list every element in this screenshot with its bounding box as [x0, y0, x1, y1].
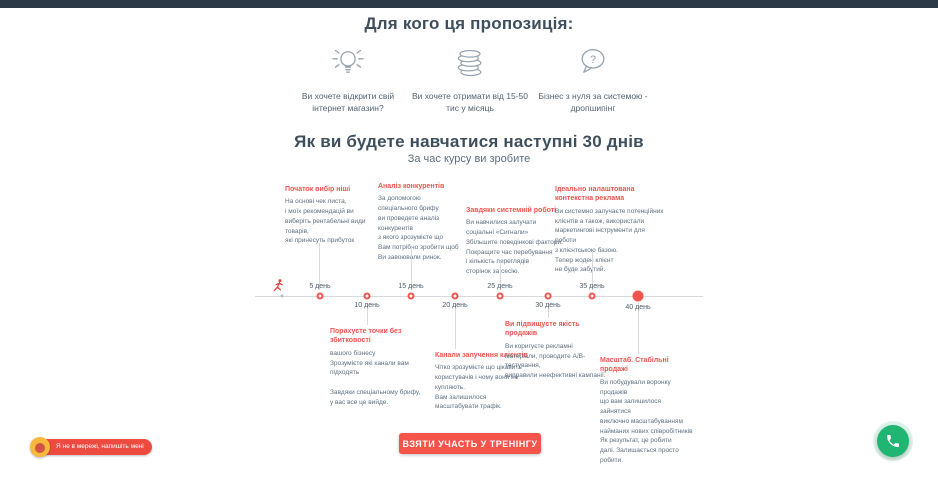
timeline-marker-day40 [632, 290, 644, 302]
timeline-marker-day5 [316, 292, 324, 300]
course-section-title: Як ви будете навчатися наступні 30 днів [294, 132, 644, 151]
timeline-block-title: Аналіз конкурентів [378, 183, 445, 190]
chat-offline-label[interactable]: Я не в мережі, напишіть мені [40, 439, 152, 455]
lightbulb-icon [288, 42, 408, 84]
timeline-marker-day15 [407, 292, 415, 300]
audience-item-label: Бізнес з нуля за системою - дропшипінг [538, 91, 648, 114]
timeline-connector [548, 303, 549, 318]
phone-icon [885, 433, 901, 449]
timeline-block-body: Ви побудували воронку продажів що вам за… [600, 378, 693, 464]
timeline-block-title: Порахуєте точки без збитковості [330, 328, 402, 345]
timeline-block-body: Ви коригуєте рекламні матеріали, проводи… [505, 342, 606, 380]
timeline-block-below-3: Ви підвищуєте якість продажів Ви коригує… [505, 320, 611, 381]
timeline-day-label: 20 день [442, 302, 468, 309]
timeline-block-below-4: Масштаб. Стабільні продажі Ви побудували… [600, 356, 700, 466]
audience-section-title: Для кого ця пропозиція: [364, 14, 574, 33]
audience-item-label: Ви хочете отримати від 15-50 тис у місяц… [412, 91, 528, 114]
audience-item-shop: Ви хочете відкрити свій інтернет магазин… [288, 42, 408, 115]
timeline-day-label: 40 день [625, 304, 651, 311]
avatar-inner [35, 443, 45, 453]
timeline-day-label: 35 день [579, 283, 605, 290]
runner-icon [271, 278, 285, 299]
timeline-day-label: 10 день [354, 302, 380, 309]
audience-item-income: Ви хочете отримати від 15-50 тис у місяц… [406, 42, 534, 115]
timeline-day-label: 15 день [398, 283, 424, 290]
timeline-block-body: За допомогою спеціального брифу ви прове… [378, 195, 459, 261]
timeline-block-above-4: Ідеально налаштована контекстна реклама … [555, 185, 667, 275]
timeline-marker-day10 [363, 292, 371, 300]
timeline-block-body: Ви навчилися залучати соціальні «Сигнали… [466, 219, 563, 276]
timeline-axis [255, 296, 703, 297]
svg-text:?: ? [590, 54, 596, 66]
timeline-day-label: 30 день [535, 302, 561, 309]
audience-item-dropshipping: ? Бізнес з нуля за системою - дропшипінг [532, 42, 654, 115]
timeline-block-below-2: Канали залучення клієнтів Чітко зрозуміє… [435, 351, 541, 412]
timeline-start-dot [280, 294, 284, 298]
timeline-day-label: 5 день [309, 283, 331, 290]
timeline-block-above-1: Початок вибір ніші На основі чек листа, … [285, 185, 377, 246]
timeline-block-body: На основі чек листа, і моїх рекомендацій… [285, 198, 366, 245]
timeline-block-body: Ви системно залучаєте потенційних клієнт… [555, 207, 664, 274]
timeline-block-body: вашого бізнесу Зрозумієте які канали вам… [330, 349, 421, 406]
timeline-block-title: Завдяки системній роботі [466, 207, 557, 214]
timeline-marker-day25 [496, 292, 504, 300]
timeline-marker-day35 [588, 292, 596, 300]
coins-icon [406, 42, 534, 84]
timeline-block-above-3: Завдяки системній роботі Ви навчилися за… [466, 206, 566, 277]
course-section-subtitle: За час курсу ви зробите [407, 153, 531, 165]
timeline-block-title: Початок вибір ніші [285, 186, 351, 193]
timeline-block-body: Чітко зрозумієте що цікавить користувачі… [435, 364, 522, 411]
avatar[interactable] [30, 437, 50, 457]
callback-phone-button[interactable] [877, 425, 909, 457]
timeline-block-above-2: Аналіз конкурентів За допомогою спеціаль… [378, 182, 474, 263]
timeline-block-title: Канали залучення клієнтів [435, 352, 528, 359]
timeline-block-title: Ви підвищуєте якість продажів [505, 321, 580, 338]
timeline-connector [411, 246, 412, 290]
timeline-connector [455, 303, 456, 349]
audience-item-label: Ви хочете відкрити свій інтернет магазин… [301, 91, 395, 114]
timeline-marker-day20 [451, 292, 459, 300]
timeline-connector [592, 252, 593, 290]
timeline-connector [319, 243, 320, 290]
timeline-connector [638, 303, 639, 354]
join-training-button[interactable]: ВЗЯТИ УЧАСТЬ У ТРЕНІНГУ [399, 433, 541, 454]
question-bubble-icon: ? [532, 42, 654, 84]
timeline-connector [500, 261, 501, 290]
timeline-connector [367, 303, 368, 325]
timeline-marker-day30 [544, 292, 552, 300]
timeline-block-below-1: Порахуєте точки без збитковості вашого б… [330, 327, 436, 407]
top-bar [0, 0, 938, 8]
timeline-block-title: Масштаб. Стабільні продажі [600, 357, 669, 374]
timeline-block-title: Ідеально налаштована контекстна реклама [555, 186, 635, 203]
timeline-day-label: 25 день [487, 283, 513, 290]
